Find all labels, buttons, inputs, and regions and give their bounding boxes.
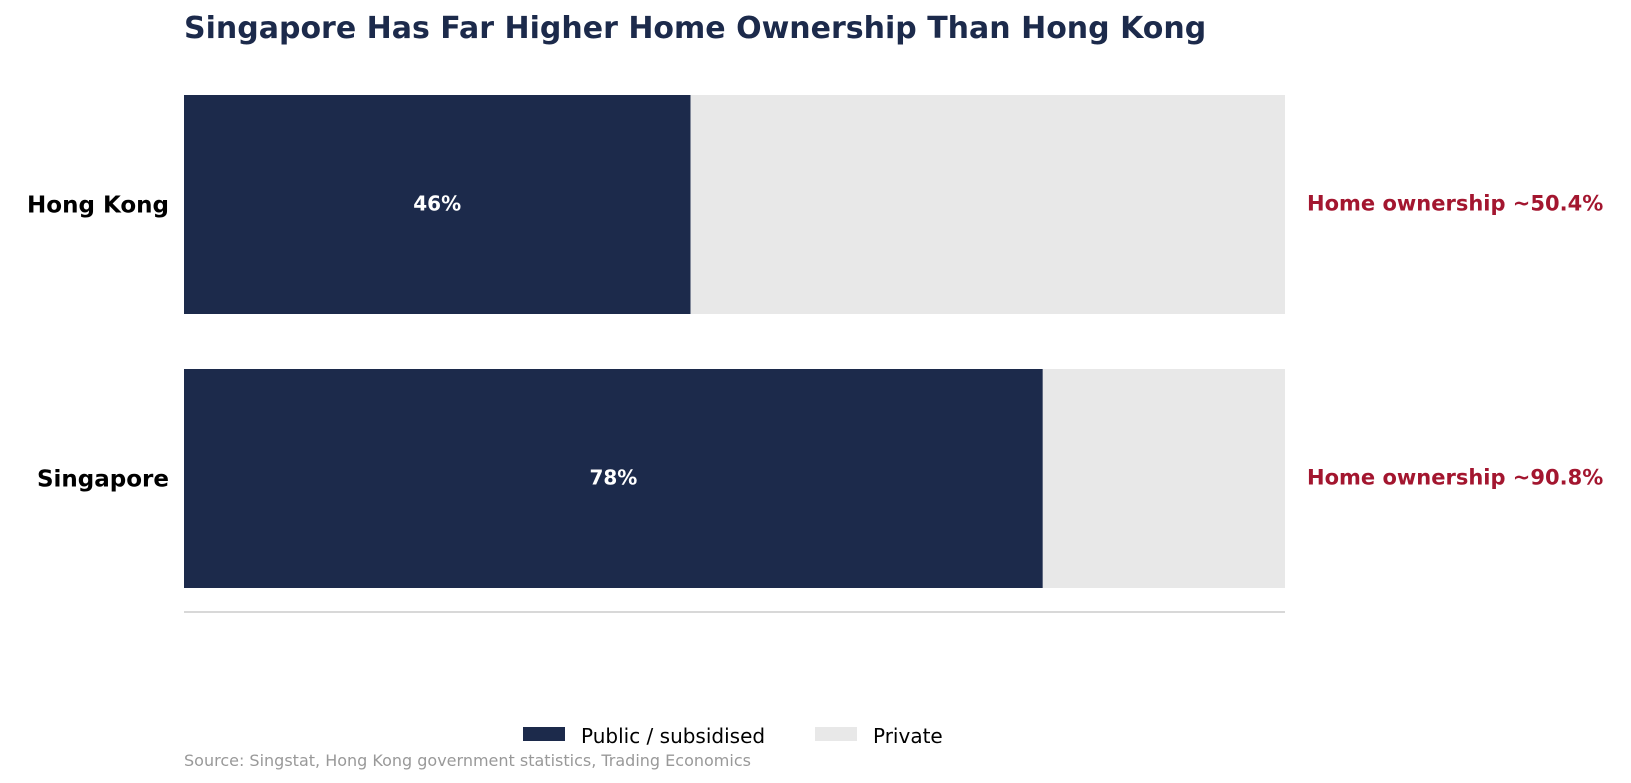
y-tick-label: Hong Kong [27,193,169,219]
bars-group: Hong Kong 46% Home ownership ~50.4% Singapo… [27,95,1603,588]
bar-value-label: 78% [589,466,637,490]
legend-swatch-private [815,727,857,741]
bar-private-hong-kong [690,95,1285,314]
legend-label-private: Private [873,724,943,748]
ownership-annotation: Home ownership ~90.8% [1307,466,1603,490]
legend-label-public: Public / subsidised [581,724,765,748]
ownership-annotation: Home ownership ~50.4% [1307,192,1603,216]
bar-public-hong-kong [184,95,691,314]
legend-swatch-public [523,727,565,741]
bar-value-label: 46% [413,192,461,216]
legend: Public / subsidised Private [523,724,943,748]
bar-public-singapore [184,369,1043,588]
chart-title: Singapore Has Far Higher Home Ownership … [184,11,1206,46]
y-tick-label: Singapore [37,467,169,493]
bar-private-singapore [1042,369,1285,588]
source-note: Source: Singstat, Hong Kong government s… [184,751,751,770]
